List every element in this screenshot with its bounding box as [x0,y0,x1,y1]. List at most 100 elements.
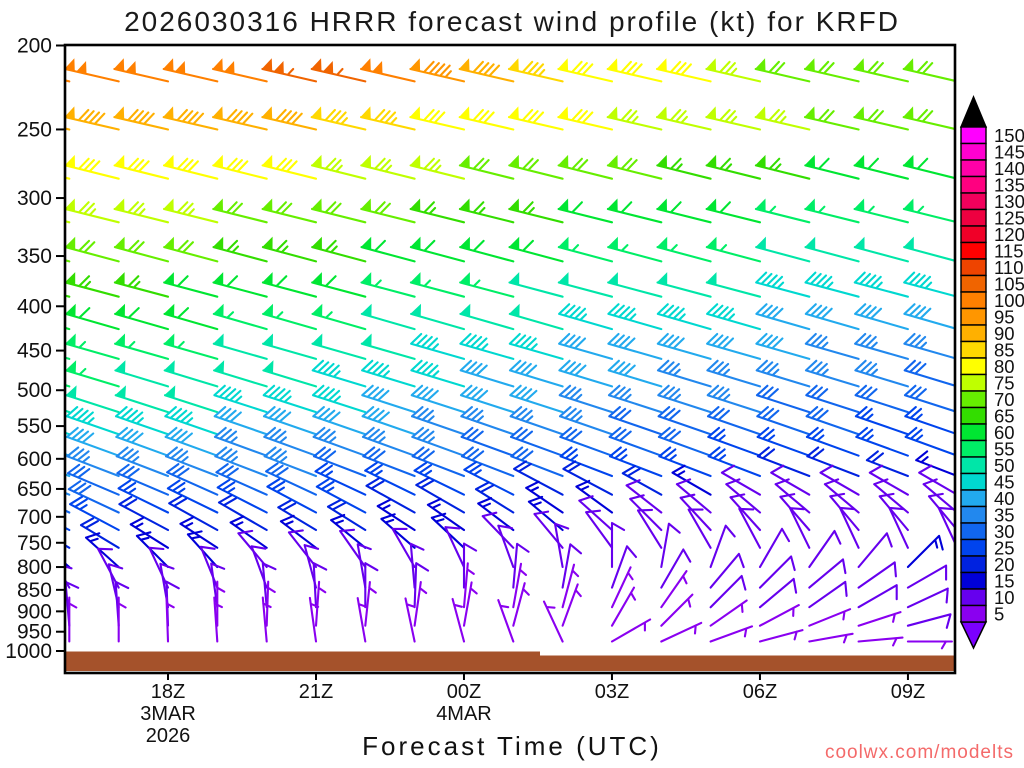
wind-barb [922,478,954,512]
watermark-link[interactable]: coolwx.com/modelts [824,742,1014,763]
wind-barb [391,527,416,569]
wind-barb [262,384,318,414]
wind-barb [413,461,466,496]
wind-barb [857,636,904,647]
wind-barb [838,506,860,549]
wind-barb [903,332,954,360]
wind-barb [66,385,120,414]
wind-barb [162,154,219,180]
colorbar-label: 60 [994,422,1015,443]
wind-barb [413,581,428,627]
y-tick-label: 500 [17,379,52,402]
colorbar-label: 130 [994,191,1024,212]
colorbar-label: 150 [994,125,1024,146]
wind-barb [687,508,712,549]
wind-barb [508,272,564,298]
wind-barb [755,236,811,263]
wind-barb [66,106,120,131]
wind-barb [261,154,318,180]
wind-barb [804,271,860,298]
wind-barb [868,464,909,496]
wind-barb [458,154,515,180]
wind-barb [310,58,367,83]
wind-barb [163,333,219,360]
wind-barb [707,446,762,478]
wind-barb [212,333,268,360]
colorbar-cell [960,324,987,343]
wind-barb [164,446,219,478]
wind-barb [66,303,120,331]
colorbar-cell [960,208,987,227]
colorbar-label: 90 [994,323,1015,344]
wind-barb [918,464,954,495]
x-year-label: 2026 [146,725,191,747]
wind-barb [263,426,318,457]
wind-barb [853,236,909,263]
wind-barb [806,446,860,478]
wind-barb [656,198,712,224]
wind-barb [364,461,416,496]
wind-barb [113,198,170,224]
wind-barb [263,446,318,478]
wind-barb [709,574,747,609]
colorbar-label: 95 [994,306,1015,327]
wind-barb [558,359,614,388]
wind-barb [410,384,466,414]
wind-barb [705,198,762,224]
wind-barb [705,154,762,180]
colorbar-over-arrow [959,95,988,128]
wind-barb [308,596,320,643]
wind-barb [754,154,811,180]
wind-barb [607,236,663,263]
wind-barb [459,236,515,263]
wind-barb [84,532,120,569]
colorbar-cell [960,241,987,260]
wind-barb [888,506,909,549]
wind-barb [510,446,564,478]
wind-barb [625,479,663,514]
colorbar-label: 40 [994,488,1015,509]
wind-barb [261,198,318,224]
wind-barb [314,580,327,627]
wind-barb [163,236,219,263]
wind-barb [720,464,762,496]
wind-barb [360,154,416,180]
wind-barb [937,506,954,544]
wind-barb [607,303,663,331]
wind-barb [459,359,515,388]
colorbar-cell [960,175,987,194]
colorbar-label: 125 [994,207,1024,228]
wind-barb [706,406,762,436]
colorbar-cell [960,291,987,310]
colorbar-cell [960,373,987,392]
wind-barb [561,583,582,627]
y-tick-label: 650 [17,478,52,501]
wind-barb [558,332,614,360]
wind-barb [66,360,120,388]
wind-barb [660,593,694,627]
colorbar-cell [960,439,987,458]
wind-barb [404,597,416,643]
wind-barb [165,596,175,643]
y-tick-label: 800 [17,556,52,579]
wind-barb [508,198,564,224]
wind-barb [451,597,466,643]
wind-barb [561,563,580,609]
wind-barb [902,58,954,82]
wind-barb [460,406,515,436]
wind-barb [261,236,318,263]
colorbar-label: 10 [994,587,1015,608]
wind-barb [444,526,466,569]
wind-barb [758,604,800,627]
wind-barb [853,154,909,180]
colorbar-cell [960,340,987,359]
wind-barb [508,236,564,263]
colorbar-cell [960,307,987,326]
barb-field [66,58,954,671]
wind-barb [212,272,268,298]
wind-barb [113,236,170,263]
wind-barb [66,294,71,298]
colorbar-label: 140 [994,158,1024,179]
wind-barb [212,106,268,131]
colorbar-label: 35 [994,504,1015,525]
